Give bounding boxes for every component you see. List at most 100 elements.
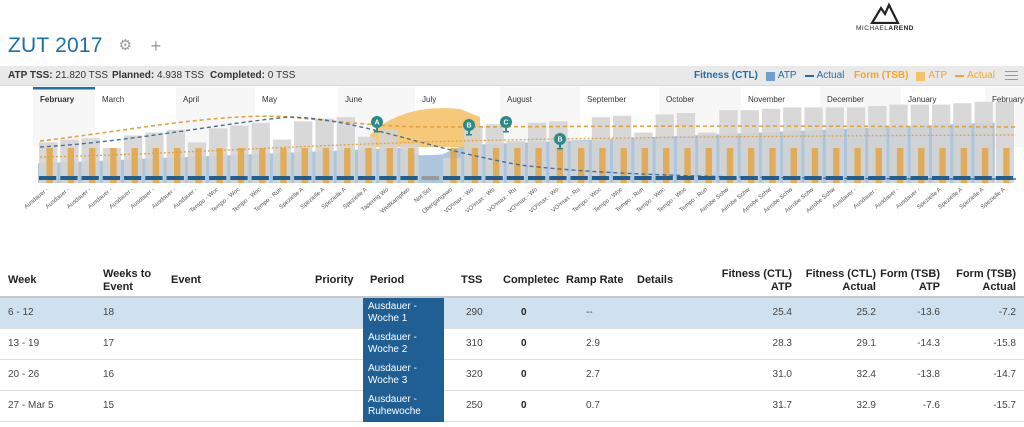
week-form-bar	[620, 148, 627, 183]
week-form-bar	[46, 148, 53, 183]
week-form-bar	[790, 148, 797, 183]
fitness-actual-swatch	[804, 75, 814, 77]
week-marker	[932, 176, 950, 180]
week-form-bar	[535, 148, 542, 183]
event-marker	[500, 116, 512, 128]
form-legend[interactable]: Form (TSB) ATP Actual	[854, 70, 995, 81]
gear-icon[interactable]: ⚙	[118, 37, 133, 54]
fitness-legend[interactable]: Fitness (CTL) ATP Actual	[694, 70, 845, 81]
week-marker	[528, 176, 546, 180]
col-tsb-atp[interactable]: Form (TSB) ATP	[880, 268, 940, 293]
week-marker	[60, 176, 78, 180]
ramp-rate-cell: 2.9	[586, 338, 600, 349]
week-marker	[315, 176, 333, 180]
week-marker	[230, 176, 248, 180]
tsb-actual-cell: -14.7	[993, 369, 1016, 380]
col-ramp-rate[interactable]: Ramp Rate	[566, 274, 624, 286]
col-details[interactable]: Details	[637, 274, 674, 286]
week-form-bar	[769, 148, 776, 183]
event-base	[557, 148, 563, 150]
weeks-to-event-cell: 18	[103, 307, 115, 318]
col-completed[interactable]: Completec	[503, 274, 560, 286]
week-marker	[613, 176, 631, 180]
col-tsb-actual[interactable]: Form (TSB) Actual	[956, 268, 1016, 293]
col-event[interactable]: Event	[171, 274, 201, 286]
atp-chart[interactable]: February March April May June July August Septe…	[0, 87, 1024, 252]
period-cell[interactable]: Ausdauer - Woche 3	[363, 360, 444, 391]
table-row[interactable]: 27 - Mar 5 15 250 0 0.7 31.7 32.9 -7.6 -15.7 Ausd…	[0, 391, 1024, 422]
form-atp-line	[39, 115, 1017, 142]
week-form-bar	[301, 148, 308, 183]
active-month-indicator	[33, 87, 95, 90]
table-row[interactable]: 20 - 26 16 320 0 2.7 31.0 32.4 -13.8 -14.7 Ausdau…	[0, 360, 1024, 391]
week-marker	[634, 176, 652, 180]
weeks-to-event-cell: 16	[103, 369, 115, 380]
month-label: February	[40, 95, 75, 104]
week-form-bar	[237, 148, 245, 183]
week-form-bar	[89, 148, 96, 183]
week-marker	[868, 176, 886, 180]
week-marker	[740, 176, 758, 180]
week-marker	[124, 176, 142, 180]
tss-cell: 320	[466, 369, 483, 380]
month-label: July	[422, 95, 436, 104]
week-form-bar	[663, 148, 670, 183]
week-marker	[889, 176, 907, 180]
event-trophy-icon[interactable]: A	[371, 116, 383, 133]
atp-chart-svg[interactable]: February March April May June July August Septe…	[0, 87, 1024, 252]
week-marker	[761, 176, 780, 180]
month-label: December	[827, 95, 864, 104]
col-ctl-actual[interactable]: Fitness (CTL) Actual	[805, 268, 876, 293]
week-marker	[974, 176, 992, 180]
week-marker	[719, 176, 737, 180]
week-label: Not Set	[413, 187, 432, 205]
month-label: September	[587, 95, 626, 104]
week-marker	[804, 176, 822, 180]
period-cell[interactable]: Ausdauer - Woche 1	[363, 298, 444, 329]
col-week[interactable]: Week	[8, 274, 37, 286]
summary-bar: ATP TSS: 21.820 TSS Planned: 4.938 TSS C…	[0, 66, 1024, 86]
week-form-bar	[514, 148, 521, 183]
col-priority[interactable]: Priority	[315, 274, 354, 286]
plus-icon[interactable]: +	[150, 36, 162, 56]
event-trophy-icon[interactable]: C	[500, 116, 512, 133]
week-marker	[145, 176, 163, 180]
week-form-bar	[684, 148, 691, 183]
ctl-atp-cell: 28.3	[772, 338, 792, 349]
brand-logo: MICHAELAREND	[852, 2, 918, 36]
event-trophy-icon[interactable]: B	[554, 133, 566, 150]
period-cell[interactable]: Ausdauer - Woche 2	[363, 329, 444, 360]
week-form-bar	[556, 148, 564, 183]
col-period[interactable]: Period	[370, 274, 405, 286]
event-priority-label: B	[557, 137, 562, 144]
week-marker	[400, 176, 418, 180]
week-cell: 13 - 19	[8, 338, 40, 349]
week-marker	[995, 176, 1013, 180]
ctl-actual-cell: 32.9	[856, 400, 876, 411]
week-form-bar	[896, 148, 904, 183]
fitness-atp-swatch	[765, 71, 775, 81]
week-marker	[846, 176, 865, 180]
week-form-bar	[110, 148, 117, 183]
period-cell[interactable]: Ausdauer - Ruhewoche	[363, 391, 444, 422]
col-weeks-to-event[interactable]: Weeks to Event	[103, 268, 152, 293]
week-marker	[251, 176, 269, 180]
col-tss[interactable]: TSS	[461, 274, 483, 286]
week-form-bar	[450, 148, 457, 183]
event-trophy-icon[interactable]: B	[463, 119, 475, 136]
week-form-bar	[67, 148, 75, 183]
week-marker	[591, 176, 610, 180]
table-row[interactable]: 13 - 19 17 310 0 2.9 28.3 29.1 -14.3 -15.8 Ausdau…	[0, 329, 1024, 360]
ctl-actual-cell: 25.2	[856, 307, 876, 318]
event-stem	[468, 131, 470, 134]
ramp-rate-cell: --	[586, 307, 593, 318]
form-atp-swatch	[916, 71, 926, 81]
tsb-atp-cell: -14.3	[917, 338, 940, 349]
weeks-to-event-cell: 15	[103, 400, 115, 411]
completed-cell: 0	[521, 400, 527, 411]
col-ctl-atp[interactable]: Fitness (CTL) ATP	[721, 268, 792, 293]
planned-stat: Planned: 4.938 TSS	[112, 70, 205, 81]
menu-icon[interactable]	[1005, 71, 1018, 83]
table-row[interactable]: 6 - 12 18 290 0 -- 25.4 25.2 -13.6 -7.2 Ausdauer …	[0, 298, 1024, 329]
ramp-rate-cell: 0.7	[586, 400, 600, 411]
